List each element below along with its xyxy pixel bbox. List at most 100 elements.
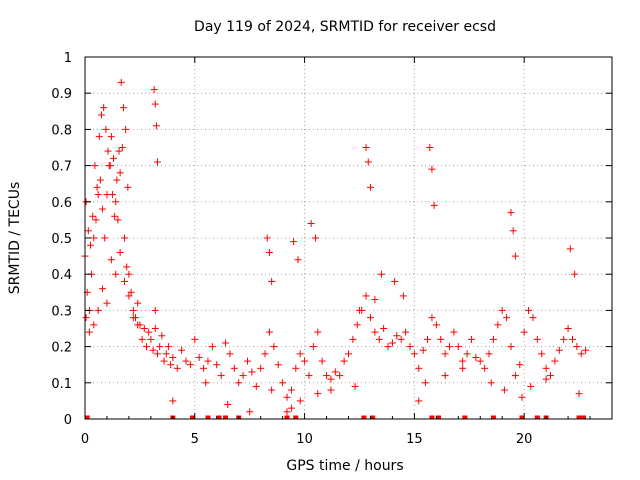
data-point [116,248,124,256]
y-tick-label: 0.5 [51,232,72,247]
data-point [158,332,166,340]
data-point [564,325,572,332]
data-point [164,343,172,351]
data-point [90,321,98,329]
data-point [243,357,251,365]
data-point [364,158,372,166]
data-point [230,364,238,372]
data-point [340,357,348,365]
data-point [568,335,576,343]
y-tick-label: 0.6 [51,196,72,211]
data-point [397,335,405,343]
data-point [349,335,357,343]
data-point [279,379,287,387]
data-point [571,270,579,278]
data-point [138,335,146,343]
zero-value-marker [576,415,582,420]
data-point [498,306,506,314]
data-point [327,375,335,383]
data-point [101,234,109,242]
data-point [200,364,208,372]
data-point [152,122,160,130]
data-point [150,86,158,94]
data-point [100,104,108,112]
data-point [459,364,467,372]
data-point [472,353,480,361]
data-point [239,372,247,380]
data-point [82,314,90,322]
data-point [248,368,256,376]
data-point [252,382,260,390]
data-point [518,393,526,401]
data-point [500,386,508,394]
data-point [345,350,352,358]
data-point [268,277,276,285]
data-point [222,339,230,347]
data-point [450,328,458,336]
data-point [525,306,533,314]
data-point [511,252,519,260]
data-point [430,201,438,209]
data-point [327,386,335,394]
data-point [169,397,177,405]
data-point [301,357,309,365]
zero-value-marker [205,415,211,420]
data-point [415,364,423,372]
data-point [147,335,155,343]
zero-value-marker [284,415,290,420]
data-point [421,379,429,387]
data-point [213,361,221,369]
data-point [92,216,100,224]
data-point [331,368,339,376]
zero-value-marker [361,415,367,420]
data-point [86,241,94,249]
data-point [533,335,541,343]
data-point [309,343,317,351]
data-point [265,248,273,256]
data-point [542,364,550,372]
data-point [104,147,112,155]
data-point [307,220,315,228]
data-point [162,350,170,358]
y-tick-label: 0 [64,413,72,428]
data-point [274,361,282,369]
data-point [419,346,427,354]
data-point [294,256,302,264]
data-point [573,343,581,351]
data-point [103,299,111,307]
x-tick-label: 5 [191,432,199,447]
data-point [362,144,370,151]
data-point [503,314,511,322]
data-point [91,162,99,170]
data-point [121,234,129,242]
data-point [415,397,423,405]
data-point [454,343,462,351]
data-point [106,162,114,170]
y-tick-label: 0.4 [51,268,72,283]
x-tick-label: 15 [406,432,423,447]
data-point [121,277,129,285]
data-point [119,104,127,112]
data-point [296,397,304,405]
data-point [520,328,528,336]
data-point [509,227,517,235]
data-point [575,390,583,398]
data-point [507,209,515,217]
data-point [538,350,546,358]
data-point [153,350,161,358]
data-point [441,350,449,358]
data-point [99,285,107,293]
data-point [107,256,115,264]
zero-value-marker [436,415,442,420]
data-point [265,328,273,336]
zero-value-marker [84,415,90,420]
data-point [459,357,467,365]
zero-value-marker [216,415,222,420]
data-point [287,404,295,412]
data-point [476,357,484,365]
data-point [283,393,291,401]
data-point [160,357,168,365]
data-point [494,321,502,329]
data-point [516,361,524,369]
y-tick-label: 0.9 [51,87,72,102]
